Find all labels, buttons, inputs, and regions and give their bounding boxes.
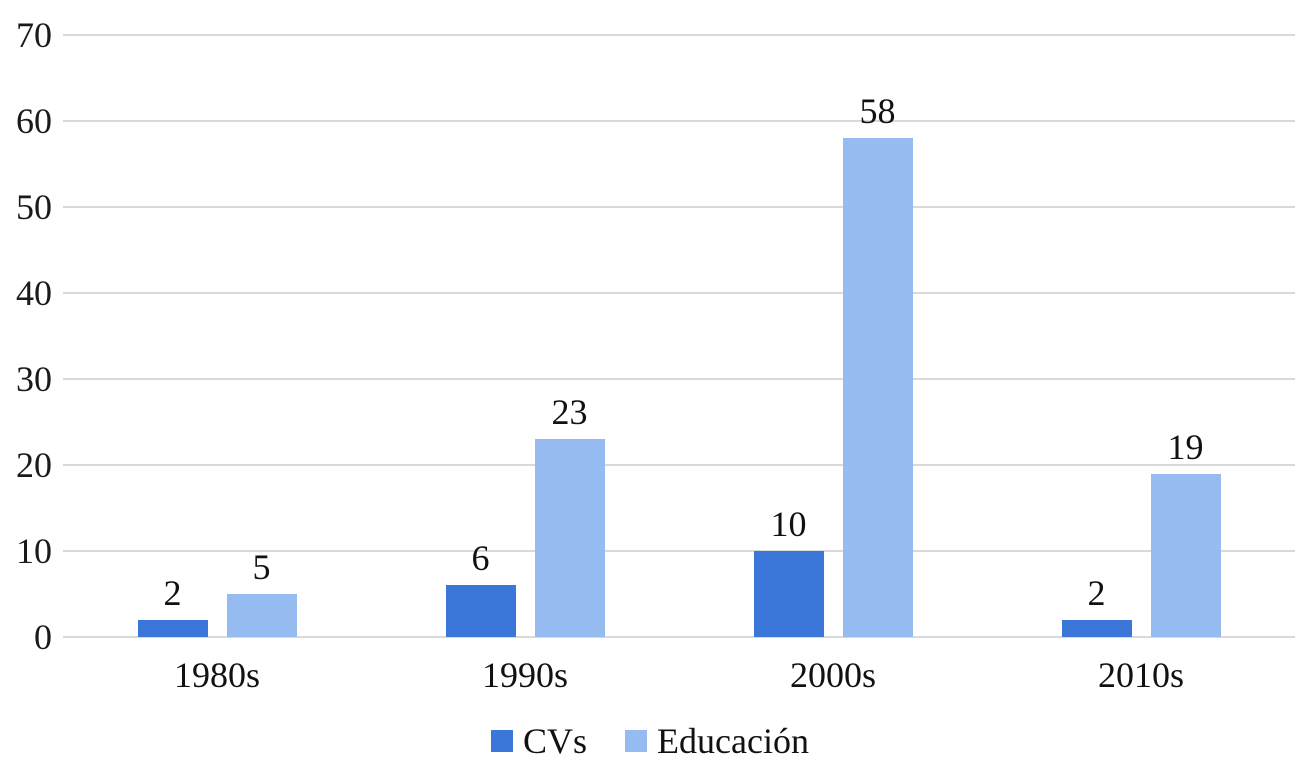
bar-value-label: 2 <box>163 572 182 613</box>
bar-group-2000s: 10 58 <box>679 35 987 637</box>
y-tick-label: 70 <box>16 15 52 55</box>
legend-item-cvs: CVs <box>491 722 587 760</box>
legend-item-educación: Educación <box>625 722 809 760</box>
bar-value-label: 10 <box>770 504 807 544</box>
gridline <box>63 120 1295 122</box>
bar-value-label: 5 <box>252 547 271 587</box>
gridline <box>63 378 1295 380</box>
gridline <box>63 636 1295 638</box>
bar-educación-1980s: 5 <box>226 548 297 637</box>
y-tick-label: 40 <box>16 273 52 313</box>
x-tick-label: 2010s <box>1097 655 1184 695</box>
bar-group-1990s: 6 23 <box>371 35 679 637</box>
y-tick-label: 0 <box>34 617 52 657</box>
y-tick-label: 20 <box>16 445 52 485</box>
x-axis: 1980s 1990s 2000s 2010s <box>63 653 1295 697</box>
bar-cvs-1990s: 6 <box>445 539 516 637</box>
x-tick-label: 1990s <box>481 655 568 695</box>
bar-value-label: 23 <box>551 392 588 433</box>
x-tick-label: 1980s <box>173 655 260 695</box>
gridline <box>63 292 1295 294</box>
bar-value-label: 19 <box>1167 426 1204 467</box>
legend-swatch-icon <box>491 730 514 752</box>
bar-value-label: 58 <box>859 91 896 132</box>
gridline <box>63 550 1295 552</box>
plot-area: 2 5 6 23 10 58 2 19 <box>63 34 1295 638</box>
legend-label: Educación <box>657 721 809 761</box>
x-tick-label: 2000s <box>789 655 876 695</box>
y-tick-label: 30 <box>16 359 52 399</box>
y-tick-label: 60 <box>16 101 52 141</box>
gridline <box>63 464 1295 466</box>
bar-cvs-1980s: 2 <box>137 574 208 637</box>
bar-value-label: 2 <box>1087 572 1106 613</box>
bar-educación-1990s: 23 <box>534 393 605 637</box>
legend-swatch-icon <box>625 730 648 752</box>
legend-label: CVs <box>523 721 588 761</box>
bar-educación-2010s: 19 <box>1150 428 1221 637</box>
bar-cvs-2010s: 2 <box>1061 574 1132 637</box>
bar-cvs-2000s: 10 <box>753 505 824 637</box>
gridline <box>63 206 1295 208</box>
bar-educación-2000s: 58 <box>842 92 913 637</box>
y-tick-label: 50 <box>16 187 52 227</box>
bar-group-2010s: 2 19 <box>987 35 1295 637</box>
gridline <box>63 34 1295 36</box>
bar-value-label: 6 <box>471 538 490 579</box>
legend: CVs Educación <box>0 722 1300 760</box>
y-tick-label: 10 <box>16 531 52 571</box>
y-axis: 0 10 20 30 40 50 60 70 <box>0 17 52 655</box>
